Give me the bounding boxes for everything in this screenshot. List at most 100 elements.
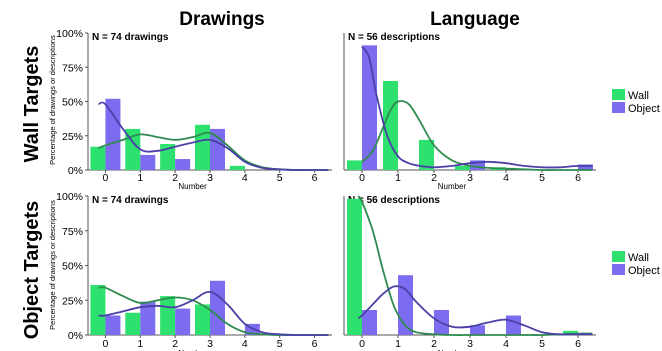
bar-object [140,154,156,170]
bar-wall [455,165,470,170]
bar-object [175,159,191,170]
panel-drawings-wall: N = 74 drawings 0% 25% 50% 75% 100%Percentage… [48,28,332,191]
bar-object [362,45,377,170]
y-tick-label: 50% [62,97,83,109]
x-tick-label: 6 [312,338,318,350]
x-tick-label: 1 [395,338,401,350]
y-tick-label: 100% [56,191,83,203]
x-axis-label: Number [438,349,467,351]
legend-label-object: Object [628,103,660,115]
x-tick-label: 5 [539,172,545,184]
bar-wall [383,80,398,170]
y-tick-label: 100% [56,28,83,40]
x-tick-label: 1 [137,338,143,350]
legend-top: Wall Object [612,89,660,115]
x-tick-label: 4 [242,172,248,184]
x-tick-label: 4 [503,172,509,184]
panel-n-label: N = 56 descriptions [348,195,440,206]
x-tick-label: 0 [103,172,109,184]
x-tick-label: 0 [359,172,365,184]
bar-wall [90,284,106,335]
bar-wall [125,128,141,170]
bar-object [362,309,377,335]
bar-object [210,128,225,170]
bar-wall [125,312,141,335]
density-curve-wall [361,100,593,171]
panel-n-label: N = 56 descriptions [348,32,440,43]
x-tick-label: 2 [431,172,437,184]
x-tick-label: 3 [467,338,473,350]
row-title-wall-targets: Wall Targets [21,46,43,163]
x-tick-label: 6 [575,338,581,350]
x-tick-label: 1 [137,172,143,184]
density-curve-object [98,101,329,171]
column-title-language: Language [430,9,520,30]
legend-label-wall: Wall [628,90,649,102]
y-tick-label: 0% [68,330,83,342]
bar-wall [419,139,434,170]
bar-wall [347,160,362,170]
x-tick-label: 5 [277,172,283,184]
density-curve-wall [357,195,593,336]
x-axis-label: Number [178,349,207,351]
x-tick-label: 0 [359,338,365,350]
bar-wall [229,165,245,170]
x-tick-label: 6 [312,172,318,184]
y-tick-label: 25% [62,131,83,143]
bar-object [105,315,121,335]
x-tick-label: 2 [172,172,178,184]
x-axis-label: Number [438,182,467,191]
x-tick-label: 4 [242,338,248,350]
y-tick-label: 75% [62,226,83,238]
y-tick-label: 75% [62,62,83,74]
panel-n-label: N = 74 drawings [92,195,169,206]
bar-object [470,325,485,335]
legend-bottom: Wall Object [612,251,660,277]
bar-wall [90,146,106,170]
bar-object [140,301,156,335]
x-tick-label: 6 [575,172,581,184]
bar-object [470,160,485,170]
bar-object [506,315,521,335]
panel-drawings-object: N = 74 drawings 0% 25% 50% 75% 100%Percentage… [48,191,332,351]
x-axis-label: Number [178,182,207,191]
legend-label-wall: Wall [628,252,649,264]
column-title-drawings: Drawings [179,9,265,30]
legend-label-object: Object [628,265,660,277]
x-tick-label: 3 [207,338,213,350]
bar-wall [160,296,176,335]
x-tick-label: 2 [172,338,178,350]
x-tick-label: 4 [503,338,509,350]
panel-n-label: N = 74 drawings [92,32,169,43]
density-curve-object [98,290,329,336]
x-tick-label: 3 [467,172,473,184]
y-tick-label: 50% [62,261,83,273]
panel-language-object: N = 56 descriptions 0 1 2 3 4 5 6 Number [343,195,596,351]
bar-wall [195,124,210,170]
y-tick-label: 25% [62,295,83,307]
x-tick-label: 2 [431,338,437,350]
bar-object [175,308,191,335]
legend-swatch-wall [612,89,625,100]
y-axis-label: Percentage of drawings or descriptions [48,200,57,330]
x-tick-label: 1 [395,172,401,184]
x-tick-label: 5 [539,338,545,350]
x-tick-label: 3 [207,172,213,184]
bar-wall [195,304,210,335]
legend-swatch-object [612,102,625,113]
bar-object [578,164,593,170]
y-tick-label: 0% [68,165,83,177]
x-tick-label: 5 [277,338,283,350]
legend-swatch-wall [612,251,625,262]
bar-object [210,280,225,335]
bar-wall [347,198,362,335]
x-tick-label: 0 [103,338,109,350]
density-curve-object [361,46,593,169]
y-axis-label: Percentage of drawings or descriptions [48,35,57,165]
row-title-object-targets: Object Targets [21,201,43,340]
legend-swatch-object [612,264,625,275]
bar-wall [563,330,578,335]
bar-object [105,98,121,170]
density-curve-object [357,285,593,336]
